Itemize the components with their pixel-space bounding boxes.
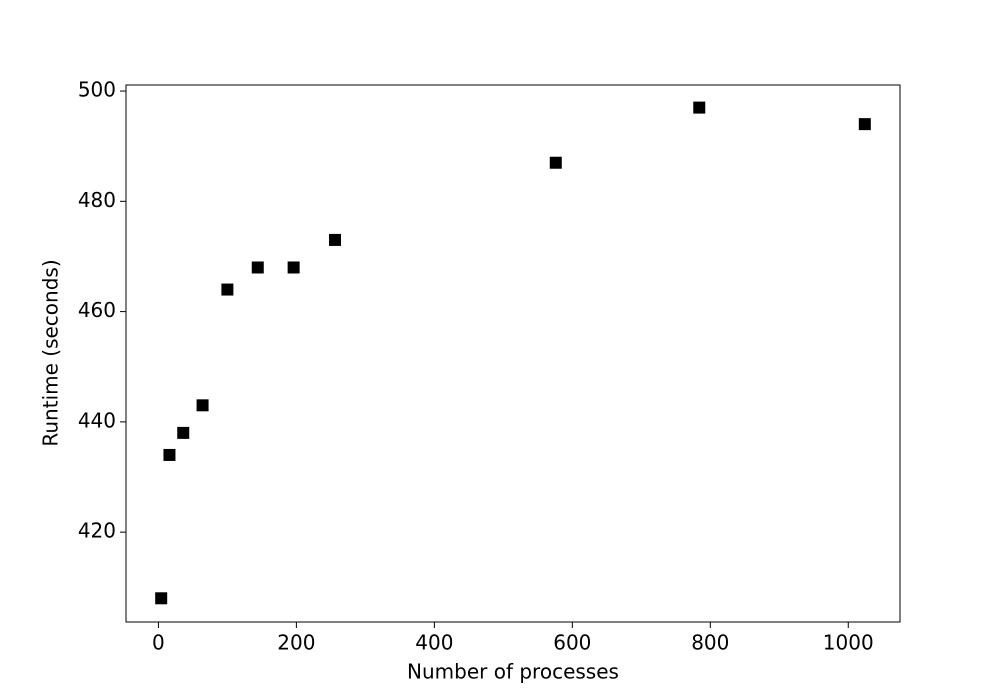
- x-tick-label: 400: [415, 631, 453, 655]
- data-point: [163, 448, 176, 461]
- y-tick-label: 500: [78, 78, 116, 102]
- y-tick-label: 440: [78, 408, 116, 432]
- y-tick-label: 480: [78, 188, 116, 212]
- x-tick-label: 600: [553, 631, 591, 655]
- data-point: [251, 261, 264, 274]
- data-point: [177, 426, 190, 439]
- data-point: [693, 101, 706, 114]
- data-point: [329, 233, 342, 246]
- x-axis-label: Number of processes: [407, 660, 619, 684]
- data-point: [221, 283, 234, 296]
- data-point: [196, 399, 209, 412]
- y-tick-label: 420: [78, 519, 116, 543]
- y-axis-label: Runtime (seconds): [39, 259, 63, 446]
- data-point: [155, 592, 168, 605]
- y-tick-label: 460: [78, 298, 116, 322]
- data-point: [549, 156, 562, 169]
- data-point: [287, 261, 300, 274]
- x-tick-label: 200: [277, 631, 315, 655]
- x-tick-label: 0: [152, 631, 165, 655]
- x-tick-label: 1000: [823, 631, 874, 655]
- x-tick-label: 800: [691, 631, 729, 655]
- data-point: [858, 118, 871, 131]
- plot-frame: [125, 84, 901, 623]
